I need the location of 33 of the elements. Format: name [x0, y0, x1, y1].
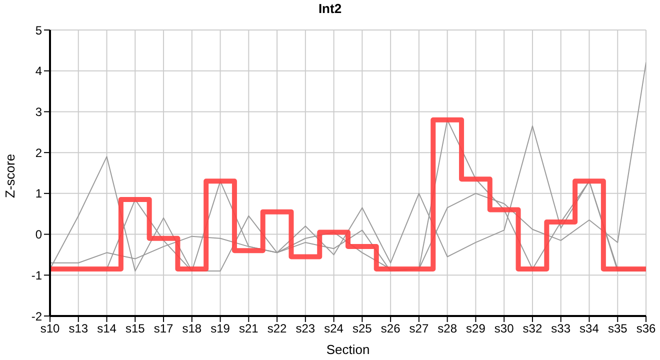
y-tick-label: 5 [35, 23, 42, 38]
y-tick-label: -1 [31, 268, 42, 282]
x-tick-label: s22 [267, 322, 288, 336]
y-tick-label: 3 [35, 104, 42, 119]
x-tick-label: s28 [438, 322, 458, 336]
y-tick-label: 0 [35, 228, 42, 242]
x-tick-label: s21 [238, 322, 259, 336]
x-tick-label: s27 [409, 322, 429, 336]
x-tick-label: s18 [182, 322, 202, 336]
x-tick-label: s30 [494, 322, 514, 336]
x-tick-label: s36 [636, 322, 656, 336]
x-tick-label: s25 [352, 322, 372, 336]
x-tick-label: s33 [551, 322, 571, 336]
x-tick-label: s14 [97, 322, 117, 336]
x-tick-label: s13 [68, 322, 88, 336]
x-tick-label: s17 [154, 322, 174, 336]
x-tick-label: s34 [580, 322, 600, 336]
x-tick-label: s24 [324, 322, 344, 336]
x-tick-label: s15 [125, 322, 146, 336]
y-tick-label: 4 [35, 64, 42, 78]
y-axis-title: Z-score [2, 154, 18, 198]
x-tick-label: s23 [296, 322, 316, 336]
x-tick-label: s29 [466, 322, 486, 336]
y-tick-label: 1 [35, 186, 42, 201]
y-tick-label: -2 [31, 309, 42, 324]
chart-title: Int2 [317, 0, 343, 18]
x-tick-label: s19 [210, 322, 230, 336]
x-tick-label: s35 [608, 322, 628, 336]
x-axis-title: Section [326, 342, 370, 357]
x-tick-label: s10 [40, 322, 60, 336]
y-tick-label: 2 [35, 146, 42, 160]
x-tick-label: s26 [380, 322, 401, 336]
x-tick-label: s32 [522, 322, 542, 336]
